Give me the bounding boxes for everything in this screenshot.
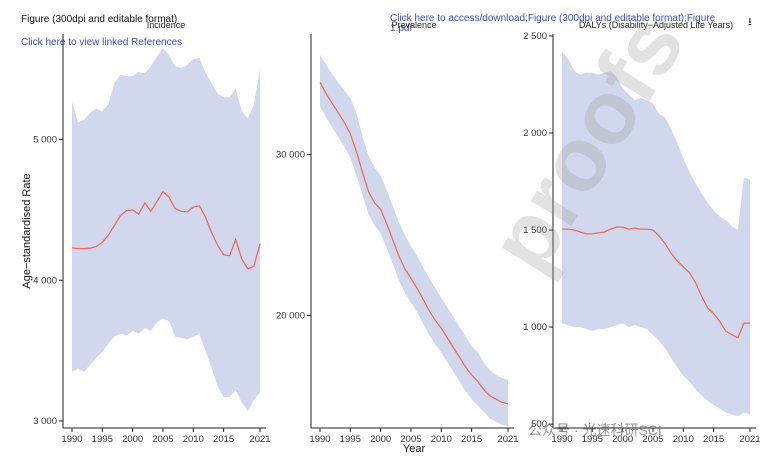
references-link[interactable]: Click here to view linked References <box>21 37 183 48</box>
x-tick-label: 2015 <box>461 434 482 445</box>
series-line <box>562 226 750 339</box>
x-tick-label: 2005 <box>400 434 421 445</box>
x-tick-label: 1990 <box>309 434 330 445</box>
x-tick-label: 2010 <box>431 434 452 445</box>
watermark-subtext: 公众号 · 光速科研SCI <box>528 422 662 438</box>
x-tick-label: 1995 <box>92 434 113 445</box>
x-tick-label: 2015 <box>703 434 724 445</box>
panel-title: DALYs (Disability−Adjusted Life Years) <box>579 20 733 30</box>
panel-2: 1990 1995 2000 2005 2010 2015 2021 20 000 30 000… <box>276 20 519 455</box>
download-icon[interactable]: ⭳ <box>748 16 752 28</box>
panel-1: 1990 1995 2000 2005 2010 2015 2021 3 000 4 000 5 … <box>21 20 271 445</box>
x-tick-label: 2010 <box>673 434 694 445</box>
x-tick-label: 2010 <box>183 434 204 445</box>
y-tick-label: 5 000 <box>33 135 57 146</box>
y-tick-label: 2 000 <box>523 128 547 139</box>
figure-title: Figure (300dpi and editable format) <box>21 14 178 25</box>
y-tick-label: 3 000 <box>33 416 57 427</box>
x-tick-label: 2021 <box>497 434 518 445</box>
download-link[interactable]: Click here to access/download;Figure (30… <box>390 13 716 34</box>
panel-title: Prevalence <box>391 20 436 30</box>
x-axis-label: Year <box>403 443 426 455</box>
x-tick-label: 2000 <box>370 434 391 445</box>
uncertainty-band <box>562 51 750 417</box>
y-tick-label: 1 000 <box>523 322 547 333</box>
y-tick-label: 500 <box>531 419 547 430</box>
x-tick-label: 2021 <box>739 434 760 445</box>
panel-title: Incidence <box>147 20 186 30</box>
y-tick-label: 4 000 <box>33 275 57 286</box>
x-tick-label: 2000 <box>122 434 143 445</box>
panel-3: 1990 1995 2000 2005 2010 2015 2021 500 1 000 1 50… <box>523 20 760 445</box>
x-tick-label: 1995 <box>340 434 361 445</box>
y-tick-label: 20 000 <box>276 310 305 321</box>
x-tick-label: 2021 <box>249 434 270 445</box>
y-tick-label: 1 500 <box>523 225 547 236</box>
y-axis-label: Age−standardised Rate <box>21 173 33 288</box>
x-tick-label: 1990 <box>551 434 572 445</box>
series-line <box>71 190 261 270</box>
x-tick-label: 1990 <box>61 434 82 445</box>
series-line <box>319 81 509 405</box>
y-tick-label: 2 500 <box>523 31 547 42</box>
y-tick-label: 30 000 <box>276 150 305 161</box>
x-tick-label: 1995 <box>582 434 603 445</box>
x-tick-label: 2005 <box>642 434 663 445</box>
x-tick-label: 2000 <box>612 434 633 445</box>
uncertainty-band <box>320 54 508 427</box>
x-tick-label: 2005 <box>152 434 173 445</box>
x-tick-label: 2015 <box>213 434 234 445</box>
uncertainty-band <box>72 48 260 412</box>
